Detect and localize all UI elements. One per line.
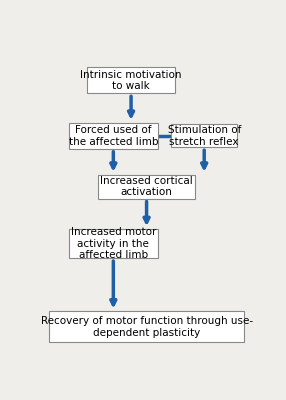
Text: Intrinsic motivation
to walk: Intrinsic motivation to walk [80, 70, 182, 91]
FancyBboxPatch shape [171, 124, 237, 147]
Text: Stimulation of
stretch reflex: Stimulation of stretch reflex [168, 125, 241, 146]
FancyBboxPatch shape [49, 311, 244, 342]
FancyBboxPatch shape [87, 67, 175, 94]
FancyBboxPatch shape [69, 123, 158, 149]
Text: Forced used of
the affected limb: Forced used of the affected limb [69, 125, 158, 146]
FancyBboxPatch shape [98, 174, 195, 199]
Text: Recovery of motor function through use-
dependent plasticity: Recovery of motor function through use- … [41, 316, 253, 338]
Text: Increased cortical
activation: Increased cortical activation [100, 176, 193, 198]
Text: Increased motor
activity in the
affected limb: Increased motor activity in the affected… [71, 227, 156, 260]
FancyBboxPatch shape [69, 229, 158, 258]
